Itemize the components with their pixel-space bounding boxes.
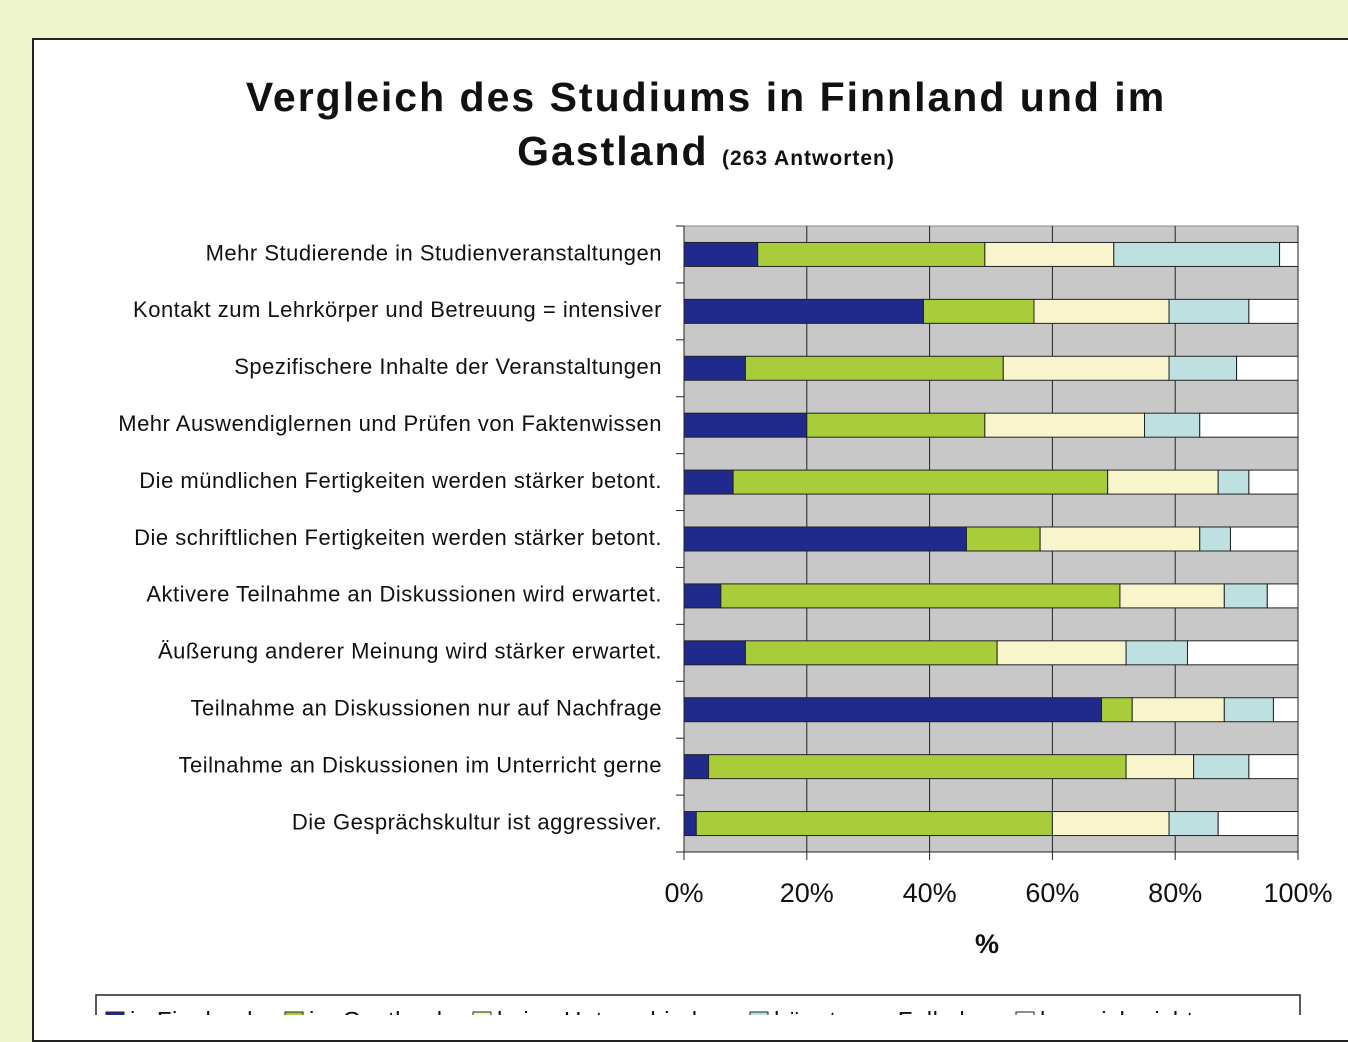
page: {"chart_data": {"type": "stacked-bar-hor…	[32, 38, 1348, 1042]
bar-segment	[1248, 469, 1299, 495]
bar-segment	[1217, 469, 1250, 495]
bar-segment	[1236, 355, 1299, 381]
bar-segment	[683, 469, 734, 495]
bar-segment	[1101, 697, 1133, 723]
chart-subtitle: (263 Antworten)	[721, 147, 895, 170]
bar-segment	[1002, 355, 1170, 381]
bar-segment	[683, 412, 808, 438]
bar-segment	[965, 526, 1041, 552]
bar-segment	[1168, 298, 1250, 324]
bar-segment	[1051, 811, 1170, 837]
bar-segment	[683, 754, 710, 780]
x-tick-label: 20%	[780, 878, 834, 908]
bar-segment	[1193, 754, 1250, 780]
bar-segment	[683, 526, 967, 552]
legend-label: im Gastland	[309, 1007, 443, 1015]
bar-segment	[1272, 697, 1299, 723]
bar-segment	[683, 583, 722, 609]
bar-segment	[683, 640, 746, 666]
bar-segment	[732, 469, 1109, 495]
bar-segment	[1223, 583, 1268, 609]
bar-segment	[996, 640, 1127, 666]
y-tick-label: Die schriftlichen Fertigkeiten werden st…	[134, 525, 662, 550]
bar-segment	[720, 583, 1121, 609]
legend-label: hängt vom Fall ab	[774, 1007, 973, 1015]
y-tick-label: Die mündlichen Fertigkeiten werden stärk…	[139, 468, 662, 493]
bar-segment	[1217, 811, 1299, 837]
bar-segment	[683, 697, 1103, 723]
x-tick-label: 0%	[664, 878, 703, 908]
bar-segment	[1144, 412, 1201, 438]
x-tick-label: 40%	[903, 878, 957, 908]
bar-segment	[1248, 298, 1299, 324]
legend-swatch	[284, 1011, 304, 1015]
bar-segment	[683, 241, 759, 267]
bar-segment	[1113, 241, 1281, 267]
bar-segment	[744, 640, 998, 666]
bar-segment	[1125, 640, 1188, 666]
bar-segment	[1229, 526, 1299, 552]
chart: 0% 20% 40% 60% 80% 100%% Mehr Studierende in S…	[95, 225, 1333, 1015]
legend-swatch	[472, 1011, 492, 1015]
y-tick-label: Äußerung anderer Meinung wird stärker er…	[158, 639, 662, 664]
bar-segment	[984, 241, 1115, 267]
x-tick-label: 100%	[1263, 878, 1332, 908]
bar-segment	[984, 412, 1145, 438]
y-tick-label: Kontakt zum Lehrkörper und Betreuung = i…	[133, 297, 662, 322]
bar-segment	[1125, 754, 1195, 780]
bar-segment	[1186, 640, 1299, 666]
legend-label: kann ich nicht sagen	[1040, 1007, 1269, 1015]
x-tick-label: 80%	[1148, 878, 1202, 908]
legend-swatch	[105, 1011, 125, 1015]
bar-segment	[1168, 811, 1219, 837]
legend-box	[95, 994, 1301, 1015]
bar-segment	[744, 355, 1004, 381]
bar-segment	[708, 754, 1127, 780]
y-tick-label: Die Gesprächskultur ist aggressiver.	[292, 809, 662, 834]
y-tick-label: Teilnahme an Diskussionen im Unterricht …	[179, 752, 663, 777]
bar-segment	[1223, 697, 1274, 723]
y-tick-label: Teilnahme an Diskussionen nur auf Nachfr…	[190, 696, 662, 721]
bar-segment	[1107, 469, 1219, 495]
legend-swatch	[1015, 1011, 1035, 1015]
bar-segment	[1248, 754, 1299, 780]
y-tick-label: Mehr Studierende in Studienveranstaltung…	[206, 240, 662, 265]
bar-segment	[757, 241, 986, 267]
bar-segment	[683, 298, 924, 324]
bar-segment	[695, 811, 1053, 837]
bar-segment	[1168, 355, 1238, 381]
x-axis-label: %	[975, 929, 999, 959]
legend-swatch	[749, 1011, 769, 1015]
bar-segment	[1039, 526, 1201, 552]
bar-segment	[1199, 412, 1299, 438]
y-tick-label: Mehr Auswendiglernen und Prüfen von Fakt…	[118, 411, 662, 436]
bar-segment	[922, 298, 1035, 324]
legend-label: keine Unterschiede	[497, 1007, 711, 1015]
bar-segment	[1119, 583, 1225, 609]
bar-segment	[1266, 583, 1299, 609]
bar-segment	[683, 811, 697, 837]
chart-title-block: Vergleich des Studiums in Finnland und i…	[206, 70, 1206, 186]
bar-segment	[1033, 298, 1170, 324]
legend-label: in Finnland	[130, 1007, 253, 1015]
bar-segment	[1199, 526, 1231, 552]
bar-segment	[806, 412, 986, 438]
bar-segment	[1279, 241, 1299, 267]
bar-segment	[683, 355, 746, 381]
x-tick-label: 60%	[1025, 878, 1079, 908]
y-tick-label: Spezifischere Inhalte der Veranstaltunge…	[234, 354, 662, 379]
bar-segment	[1131, 697, 1225, 723]
y-tick-label: Aktivere Teilnahme an Diskussionen wird …	[146, 582, 662, 607]
chart-title: Vergleich des Studiums in Finnland und i…	[245, 74, 1167, 174]
